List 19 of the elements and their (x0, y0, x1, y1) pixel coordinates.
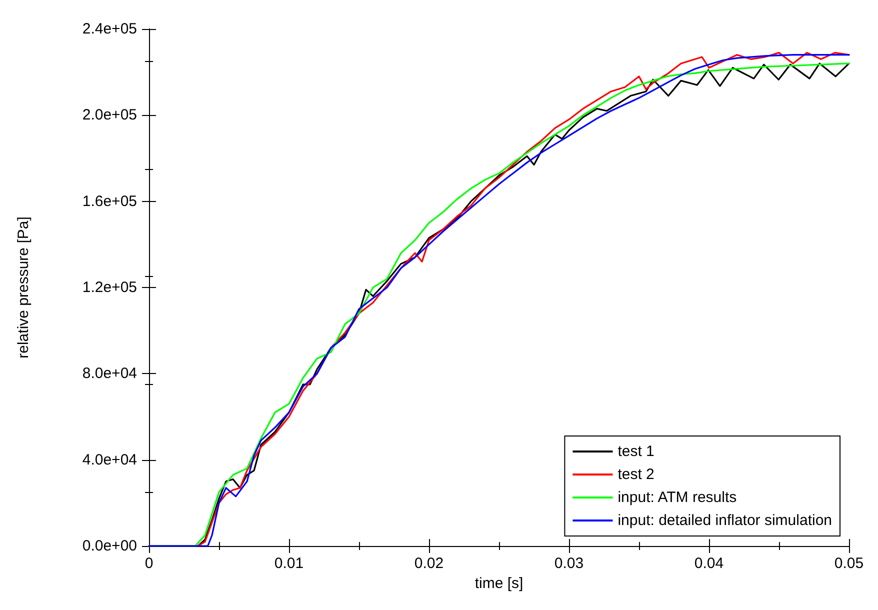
legend-label: test 2 (618, 466, 654, 483)
x-tick-label: 0.02 (414, 555, 444, 572)
x-tick-label: 0.03 (554, 555, 584, 572)
y-axis-title: relative pressure [Pa] (15, 216, 32, 358)
x-tick-label: 0 (144, 555, 154, 572)
y-tick-label: 8.0e+04 (82, 365, 137, 382)
y-tick-label: 2.4e+05 (82, 20, 137, 38)
y-tick-label: 0.0e+00 (82, 538, 137, 554)
x-tick-label: 0.04 (694, 555, 724, 572)
y-tick-label: 1.2e+05 (82, 279, 137, 296)
x-tick-label: 0.01 (274, 555, 304, 572)
legend-label: input: detailed inflator simulation (618, 512, 832, 529)
legend-label: input: ATM results (618, 489, 737, 506)
legend-label: test 1 (618, 443, 654, 460)
y-tick-label: 1.6e+05 (82, 192, 137, 210)
x-axis-title: time [s] (474, 574, 524, 592)
y-tick-label: 4.0e+04 (82, 451, 137, 468)
x-tick-label: 0.05 (834, 555, 864, 572)
y-tick-label: 2.0e+05 (82, 106, 137, 124)
